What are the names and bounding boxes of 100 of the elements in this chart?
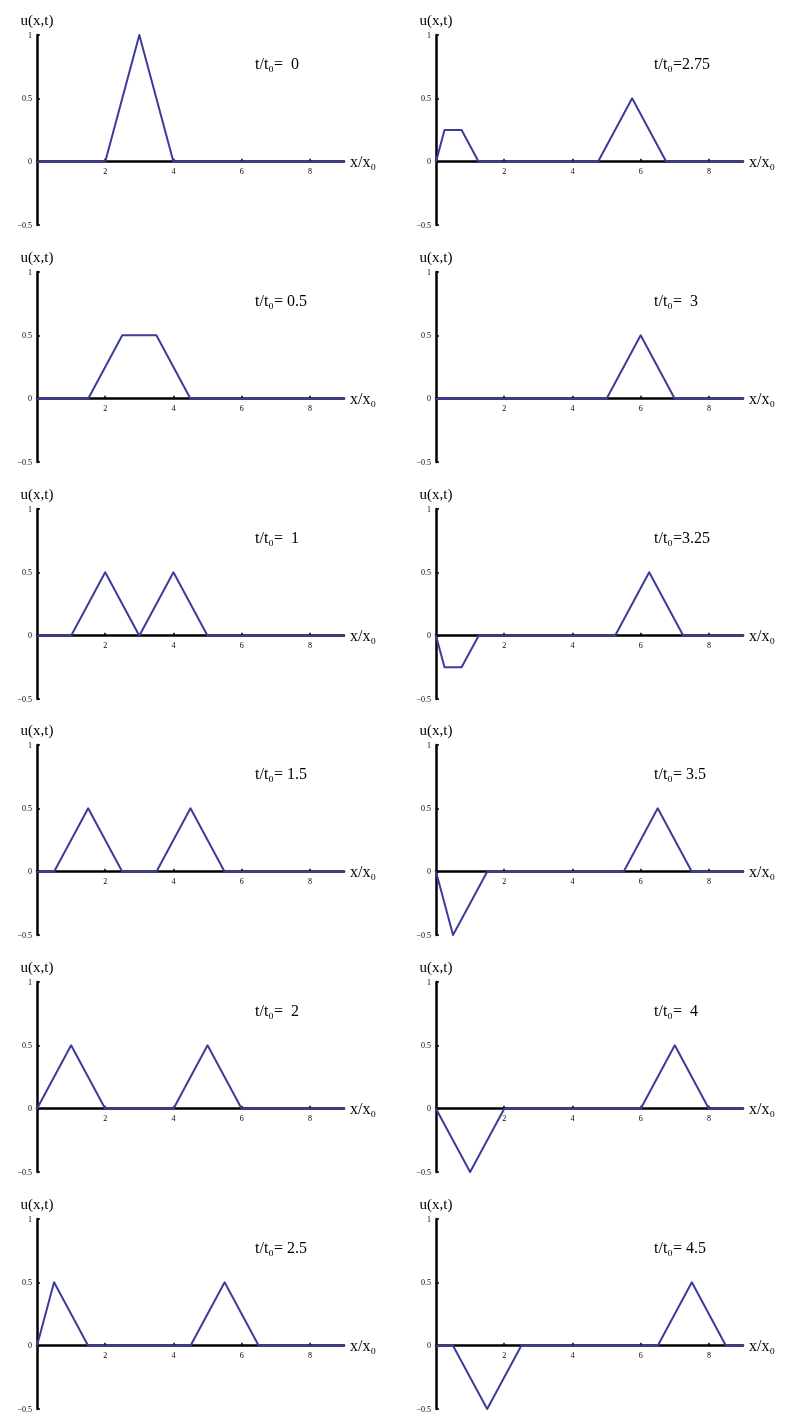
x-axis-title: x/x₀ <box>749 389 776 407</box>
x-tick-label: 2 <box>103 877 108 887</box>
x-tick-label: 8 <box>706 167 711 177</box>
x-tick-label: 6 <box>638 877 643 887</box>
y-axis-title: u(x,t) <box>419 958 453 976</box>
y-tick-label: 0 <box>427 630 431 640</box>
x-tick-label: 8 <box>307 403 312 413</box>
x-tick-label: 6 <box>638 1114 643 1124</box>
y-tick-label: 0.5 <box>421 93 431 103</box>
x-tick-label: 4 <box>171 640 176 650</box>
y-axis-title: u(x,t) <box>419 1195 453 1213</box>
y-tick-label: 1 <box>427 504 431 514</box>
y-tick-label: 0.5 <box>22 330 32 340</box>
y-tick-label: −0.5 <box>416 930 431 940</box>
x-tick-label: 8 <box>706 877 711 887</box>
y-tick-label: −0.5 <box>416 1404 431 1414</box>
x-tick-label: 8 <box>307 1351 312 1361</box>
x-tick-label: 8 <box>307 640 312 650</box>
x-tick-label: 8 <box>307 1114 312 1124</box>
x-tick-label: 4 <box>171 167 176 177</box>
annotation: t/t₀= 1 <box>255 528 299 546</box>
annotation: t/t₀= 1.5 <box>255 764 307 782</box>
y-tick-label: −0.5 <box>416 457 431 467</box>
x-tick-label: 8 <box>706 1114 711 1124</box>
x-tick-label: 8 <box>706 1351 711 1361</box>
x-axis-title: x/x₀ <box>749 1337 776 1355</box>
y-tick-label: 1 <box>427 1214 431 1224</box>
x-tick-label: 2 <box>103 167 108 177</box>
x-tick-label: 4 <box>171 1114 176 1124</box>
x-tick-label: 2 <box>103 1114 108 1124</box>
y-axis-title: u(x,t) <box>419 485 453 503</box>
x-axis-title: x/x₀ <box>749 153 776 171</box>
annotation: t/t₀= 0.5 <box>255 291 307 309</box>
x-tick-label: 4 <box>171 877 176 887</box>
y-tick-label: 0.5 <box>421 567 431 577</box>
x-tick-label: 4 <box>570 877 575 887</box>
x-tick-label: 2 <box>502 640 507 650</box>
x-tick-label: 6 <box>239 403 244 413</box>
x-tick-label: 2 <box>502 1114 507 1124</box>
x-axis-title: x/x₀ <box>350 153 377 171</box>
y-tick-label: 1 <box>427 740 431 750</box>
y-tick-label: 0 <box>427 157 431 167</box>
y-tick-label: 1 <box>427 977 431 987</box>
annotation: t/t₀= 0 <box>255 54 299 72</box>
x-tick-label: 8 <box>307 167 312 177</box>
y-axis-title: u(x,t) <box>419 11 453 29</box>
y-tick-label: −0.5 <box>17 1404 32 1414</box>
y-tick-label: −0.5 <box>17 220 32 230</box>
y-tick-label: −0.5 <box>17 930 32 940</box>
y-tick-label: 0 <box>427 867 431 877</box>
x-axis-title: x/x₀ <box>350 389 377 407</box>
y-tick-label: 0.5 <box>22 1277 32 1287</box>
x-axis-title: x/x₀ <box>350 1100 377 1118</box>
x-tick-label: 6 <box>638 167 643 177</box>
y-tick-label: 0 <box>28 1104 32 1114</box>
y-axis-title: u(x,t) <box>20 248 54 266</box>
x-axis-title: x/x₀ <box>749 863 776 881</box>
annotation: t/t₀=3.25 <box>654 528 710 546</box>
y-tick-label: −0.5 <box>416 694 431 704</box>
x-tick-label: 6 <box>638 403 643 413</box>
y-tick-label: 0.5 <box>421 1277 431 1287</box>
y-tick-label: 0.5 <box>421 804 431 814</box>
x-tick-label: 2 <box>502 403 507 413</box>
x-tick-label: 2 <box>502 1351 507 1361</box>
y-tick-label: 0 <box>427 1104 431 1114</box>
y-tick-label: 0 <box>28 630 32 640</box>
y-tick-label: 0 <box>28 867 32 877</box>
y-tick-label: 1 <box>28 30 32 40</box>
x-tick-label: 6 <box>239 167 244 177</box>
y-tick-label: 0 <box>427 393 431 403</box>
annotation: t/t₀= 2 <box>255 1001 299 1019</box>
y-tick-label: 1 <box>28 267 32 277</box>
x-tick-label: 4 <box>570 167 575 177</box>
y-tick-label: 0.5 <box>22 1041 32 1051</box>
x-tick-label: 2 <box>502 877 507 887</box>
y-tick-label: 0.5 <box>421 1041 431 1051</box>
x-tick-label: 6 <box>638 640 643 650</box>
x-tick-label: 4 <box>570 403 575 413</box>
y-axis-title: u(x,t) <box>419 248 453 266</box>
x-tick-label: 6 <box>239 1114 244 1124</box>
y-tick-label: 0.5 <box>421 330 431 340</box>
y-tick-label: 0 <box>28 157 32 167</box>
y-tick-label: 1 <box>427 267 431 277</box>
x-tick-label: 2 <box>103 1351 108 1361</box>
x-tick-label: 8 <box>706 640 711 650</box>
x-tick-label: 4 <box>171 403 176 413</box>
y-tick-label: 0 <box>28 1341 32 1351</box>
x-tick-label: 2 <box>502 167 507 177</box>
x-tick-label: 4 <box>171 1351 176 1361</box>
y-tick-label: −0.5 <box>17 694 32 704</box>
annotation: t/t₀= 3 <box>654 291 698 309</box>
x-tick-label: 6 <box>638 1351 643 1361</box>
x-tick-label: 4 <box>570 1114 575 1124</box>
y-tick-label: 0.5 <box>22 93 32 103</box>
x-tick-label: 2 <box>103 403 108 413</box>
y-tick-label: 0.5 <box>22 567 32 577</box>
x-axis-title: x/x₀ <box>350 1337 377 1355</box>
y-axis-title: u(x,t) <box>419 721 453 739</box>
y-tick-label: 1 <box>28 1214 32 1224</box>
y-tick-label: 0 <box>427 1341 431 1351</box>
